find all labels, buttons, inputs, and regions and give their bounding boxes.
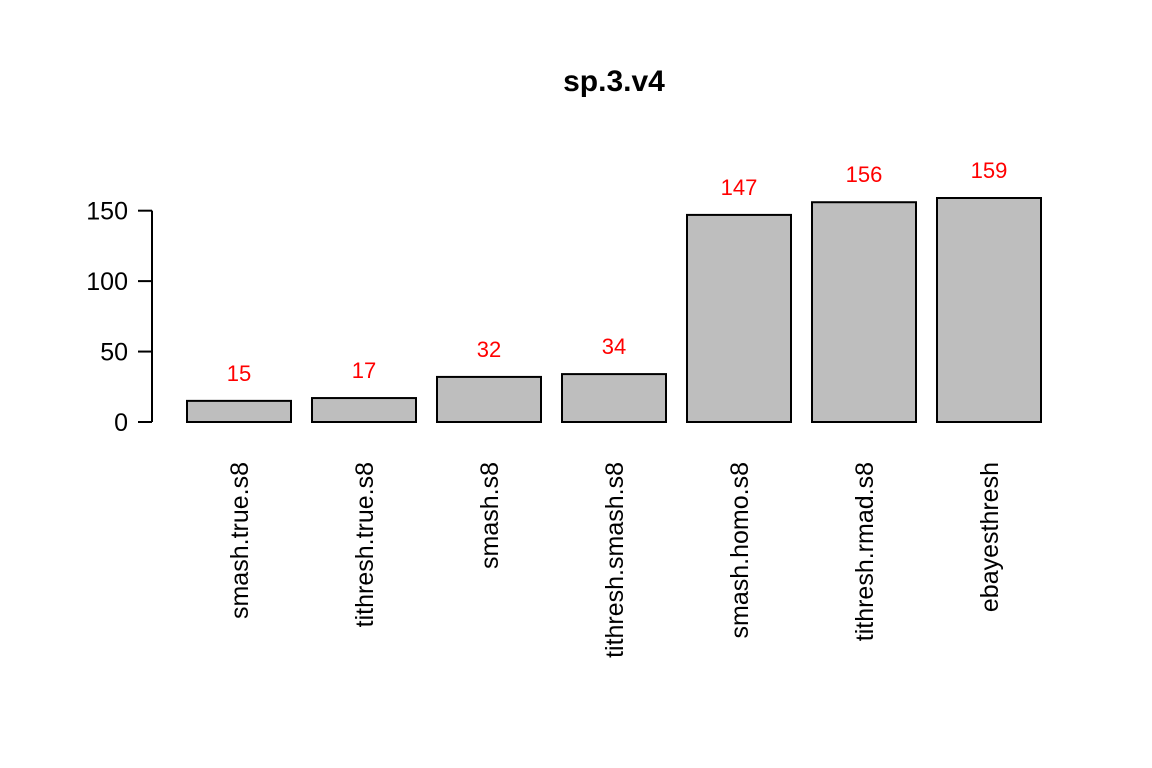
category-label: smash.homo.s8 bbox=[726, 462, 754, 638]
data-label: 17 bbox=[352, 358, 376, 383]
category-label: tithresh.true.s8 bbox=[351, 462, 379, 627]
bar bbox=[311, 397, 417, 424]
bar bbox=[561, 373, 667, 423]
data-label: 156 bbox=[846, 162, 883, 187]
bar bbox=[811, 201, 917, 423]
y-tick-label: 150 bbox=[86, 198, 128, 226]
bar bbox=[186, 399, 292, 423]
category-label: tithresh.rmad.s8 bbox=[851, 462, 879, 641]
y-tick-label: 50 bbox=[100, 339, 128, 367]
bar bbox=[436, 375, 542, 424]
bar bbox=[936, 197, 1042, 423]
data-label: 15 bbox=[227, 361, 251, 386]
bar bbox=[686, 213, 792, 423]
data-label: 159 bbox=[971, 158, 1008, 183]
category-label: smash.s8 bbox=[476, 462, 504, 569]
data-label: 147 bbox=[721, 175, 758, 200]
bars bbox=[186, 197, 1042, 424]
y-tick-label: 100 bbox=[86, 268, 128, 296]
data-labels: 15 17 32 34 147 156 159 bbox=[227, 158, 1008, 386]
category-labels: smash.true.s8 tithresh.true.s8 smash.s8 tit… bbox=[226, 462, 1004, 658]
category-label: tithresh.smash.s8 bbox=[601, 462, 629, 658]
y-tick-label: 0 bbox=[114, 409, 128, 437]
y-axis: 0 50 100 150 bbox=[86, 198, 153, 437]
data-label: 32 bbox=[477, 337, 501, 362]
chart-title: sp.3.v4 bbox=[563, 65, 665, 98]
category-label: smash.true.s8 bbox=[226, 462, 254, 619]
data-label: 34 bbox=[602, 334, 626, 359]
category-label: ebayesthresh bbox=[976, 462, 1004, 612]
